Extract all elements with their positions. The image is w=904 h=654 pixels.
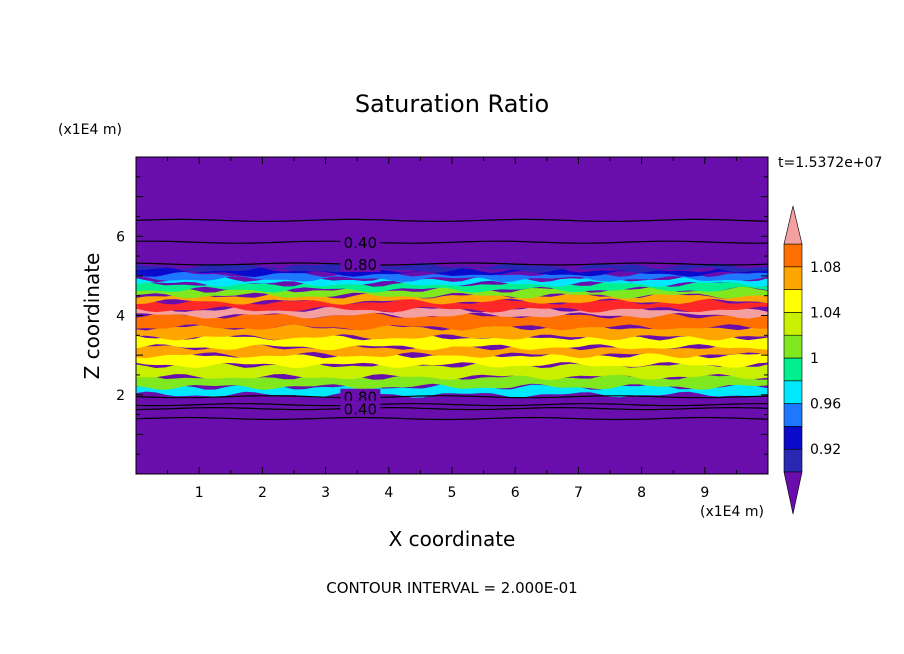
x-tick-label: 5 (448, 485, 457, 501)
colorbar-segment (783, 312, 803, 336)
colorbar-segment (783, 403, 803, 427)
contour-label-mask (340, 400, 381, 417)
x-tick-label: 6 (511, 485, 520, 501)
contour-line (136, 262, 768, 266)
data-band (136, 262, 768, 273)
colorbar-tick-label: 1.08 (810, 260, 841, 276)
data-band (136, 270, 768, 282)
plot-area: 0.400.800.800.40 (136, 157, 768, 474)
colorbar-tick-label: 1.04 (810, 305, 841, 321)
contour-label-mask (340, 234, 381, 251)
plot-clipped: 0.400.800.800.40 (136, 157, 768, 474)
contour-line (136, 218, 768, 223)
contour-label: 0.40 (344, 234, 377, 252)
colorbar-segment (783, 289, 803, 313)
data-band (136, 324, 768, 341)
x-tick-label: 4 (384, 485, 393, 501)
colorbar-segment (783, 380, 803, 404)
data-band (136, 306, 768, 319)
y-tick-label: 6 (116, 229, 125, 245)
y-unit-label: (x1E4 m) (58, 122, 122, 138)
contour-label: 0.80 (344, 256, 377, 274)
contour-label-mask (340, 255, 381, 272)
x-tick-label: 1 (195, 485, 204, 501)
x-tick-label: 8 (637, 485, 646, 501)
colorbar-over-arrow (783, 205, 803, 245)
colorbar-segment (783, 357, 803, 382)
chart-title: Saturation Ratio (355, 90, 549, 118)
data-band (136, 352, 768, 369)
x-tick-label: 9 (700, 485, 709, 501)
colorbar-under-arrow (783, 471, 803, 515)
axes: 1 2 3 4 5 6 7 8 9 2 4 6 (116, 156, 769, 501)
colorbar-segment (783, 426, 803, 450)
y-axis-label: Z coordinate (80, 253, 104, 380)
contour-line (136, 240, 768, 244)
contour-line (136, 406, 768, 411)
x-tick-label: 3 (321, 485, 330, 501)
x-unit-label: (x1E4 m) (700, 504, 764, 520)
time-label: t=1.5372e+07 (778, 155, 882, 171)
colorbar-segment (783, 334, 803, 359)
contour-label: 0.40 (344, 401, 377, 419)
data-band (136, 374, 768, 390)
data-band (136, 286, 768, 299)
x-tick-label: 2 (258, 485, 267, 501)
colorbar-tick-label: 0.96 (810, 397, 841, 413)
contour-interval-footer: CONTOUR INTERVAL = 2.000E-01 (326, 579, 577, 597)
x-tick-label: 7 (574, 485, 583, 501)
colorbar: 0.92 0.96 1 1.04 1.08 (783, 205, 841, 515)
y-tick-label: 4 (116, 309, 125, 325)
data-band (136, 266, 768, 277)
data-band (136, 280, 768, 293)
colorbar-tick-label: 1 (810, 351, 819, 367)
colorbar-segment (783, 448, 803, 473)
colorbar-segment (783, 243, 803, 268)
contour-line (136, 403, 768, 407)
data-band (136, 312, 768, 331)
contour-line (136, 416, 768, 421)
colorbar-segment (783, 266, 803, 290)
colorbar-tick-label: 0.92 (810, 442, 841, 458)
y-tick-label: 2 (116, 388, 125, 404)
x-axis-label: X coordinate (389, 527, 516, 551)
data-band (136, 344, 768, 359)
contour-line (136, 395, 768, 399)
data-band (136, 298, 768, 313)
